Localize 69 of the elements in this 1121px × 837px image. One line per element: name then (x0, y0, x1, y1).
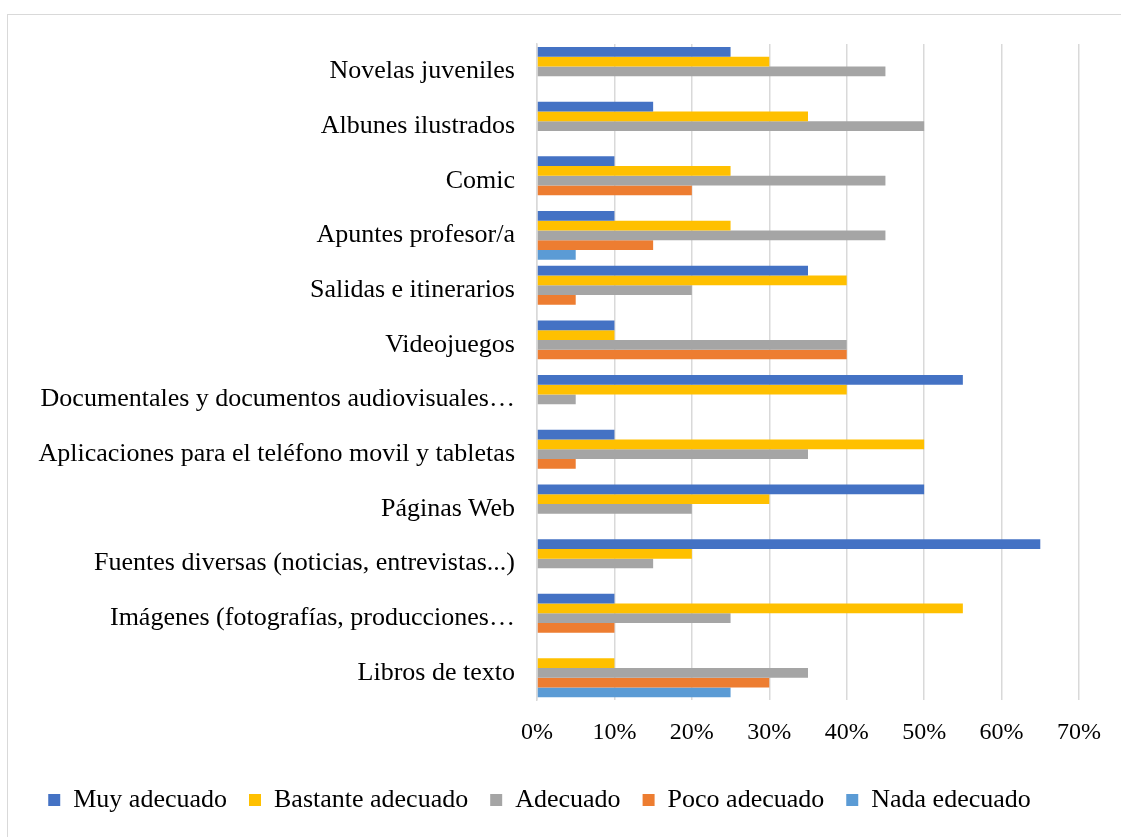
bar (537, 503, 692, 514)
bar (537, 121, 925, 131)
x-tick-label: 0% (521, 717, 553, 744)
bar (537, 166, 731, 176)
bar (537, 294, 576, 305)
x-tick-label: 10% (592, 717, 637, 744)
bar (537, 484, 925, 495)
bar (537, 667, 808, 678)
bar (537, 47, 731, 57)
x-tick-label: 20% (669, 717, 714, 744)
y-tick-label: Páginas Web (381, 492, 515, 522)
bar (537, 603, 963, 614)
legend-label: Nada edecuado (871, 783, 1031, 813)
bar (537, 687, 731, 698)
bar (537, 458, 576, 469)
bar (537, 101, 654, 112)
bar (537, 623, 615, 633)
bar (537, 439, 925, 450)
bar (537, 56, 770, 67)
y-tick-label: Novelas juveniles (329, 55, 515, 85)
bar (537, 156, 615, 167)
y-tick-label: Aplicaciones para el teléfono movil y tabletas (38, 437, 515, 467)
x-tick-label: 40% (824, 717, 869, 744)
x-tick-label: 30% (747, 717, 792, 744)
bar (537, 275, 847, 286)
bar (537, 185, 692, 196)
bar (537, 285, 692, 295)
bar (537, 240, 654, 250)
bar (537, 394, 576, 405)
y-tick-label: Comic (445, 164, 515, 194)
legend-label: Poco adecuado (667, 783, 825, 813)
bar (537, 375, 963, 385)
bar (537, 658, 615, 668)
y-tick-label: Albunes ilustrados (320, 109, 515, 139)
bar (537, 593, 615, 604)
bar (537, 320, 615, 331)
y-tick-label: Fuentes diversas (noticias, entrevistas...) (94, 547, 515, 577)
y-tick-label: Imágenes (fotografías, producciones… (109, 602, 515, 631)
bar (537, 330, 615, 340)
bar (537, 548, 692, 559)
y-tick-label: Libros de texto (357, 656, 515, 686)
bar (537, 558, 654, 569)
y-tick-label: Documentales y documentos audiovisuales… (40, 383, 515, 413)
bar (537, 677, 770, 688)
bar (537, 249, 576, 260)
bar (537, 349, 847, 360)
bar (537, 66, 886, 77)
bar (537, 384, 847, 395)
x-tick-label: 60% (979, 717, 1024, 744)
bar (537, 220, 731, 231)
bar (537, 111, 808, 122)
legend-label: Muy adecuado (73, 783, 228, 813)
bar (537, 613, 731, 624)
legend-label: Bastante adecuado (274, 783, 469, 813)
x-tick-label: 70% (1057, 717, 1101, 744)
y-tick-label: Salidas e itinerarios (309, 273, 515, 303)
bar (537, 230, 886, 241)
x-tick-label: 50% (902, 717, 947, 744)
bar (537, 449, 808, 459)
bar (537, 339, 847, 350)
y-tick-label: Apuntes profesor/a (316, 219, 516, 249)
bar (537, 175, 886, 186)
legend-label: Adecuado (515, 783, 621, 813)
bar (537, 429, 615, 440)
bar (537, 265, 808, 276)
y-tick-label: Videojuegos (385, 328, 515, 358)
bar (537, 211, 615, 221)
bar (537, 494, 770, 504)
bar (537, 539, 1041, 549)
